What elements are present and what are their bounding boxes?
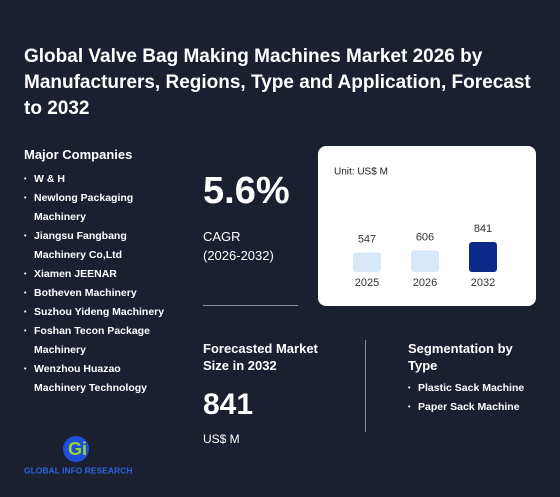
company: Foshan Tecon Package Machinery [24,322,174,360]
bar [353,252,381,272]
chart: Unit: US$ M 547 2025 606 2026 841 2032 [334,167,497,289]
logo: Gi GLOBAL INFO RESEARCH [24,436,132,475]
logo-letters: Gi [68,439,87,459]
segmentation-heading: Segmentation by Type [408,341,513,373]
company: Jiangsu Fangbang Machinery Co,Ltd [24,227,174,265]
company: Xiamen JEENAR [24,265,174,284]
company-list: W & HNewlong Packaging MachineryJiangsu … [24,170,174,398]
value-label: 606 [416,231,434,243]
type: Paper Sack Machine [408,398,548,417]
forecast-label: Forecasted Market Size in 2032 [203,341,318,373]
company: Wenzhou Huazao Machinery Technology [24,360,174,398]
chart-card: Unit: US$ M 547 2025 606 2026 841 2032 [318,146,536,306]
value-label: 841 [474,223,492,235]
divider [365,340,366,432]
type-list: Plastic Sack MachinePaper Sack Machine [408,379,548,417]
cagr-period: (2026-2032) [203,248,274,263]
cagr-value: 5.6% [203,170,290,212]
forecast-value: 841 [203,388,254,421]
logo-text: GLOBAL INFO RESEARCH [24,465,132,475]
x-tick-label: 2026 [413,277,437,289]
title: Global Valve Bag Making Machines Market … [24,46,531,119]
unit-label: Unit: US$ M [334,167,388,178]
bar [411,250,439,272]
forecast-unit: US$ M [203,432,240,446]
bar [469,242,497,272]
divider [203,305,298,306]
company: Botheven Machinery [24,284,174,303]
x-tick-label: 2032 [471,277,495,289]
value-label: 547 [358,233,376,245]
companies-heading: Major Companies [24,147,133,162]
company: W & H [24,170,174,189]
x-tick-label: 2025 [355,277,379,289]
company: Newlong Packaging Machinery [24,189,174,227]
logo-mark [63,436,89,462]
company: Suzhou Yideng Machinery [24,303,174,322]
cagr-label: CAGR [203,229,241,244]
type: Plastic Sack Machine [408,379,548,398]
